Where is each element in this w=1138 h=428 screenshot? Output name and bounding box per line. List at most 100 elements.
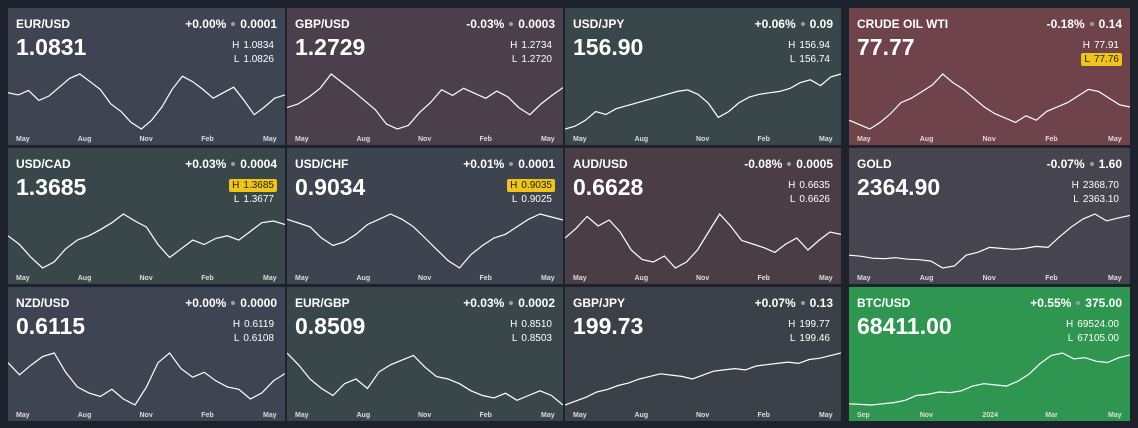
low-value: 1.3677 [243, 194, 274, 205]
change-percent: +0.06% [754, 17, 796, 31]
high-label: H [1071, 180, 1079, 191]
month-label: Aug [77, 412, 92, 419]
separator-dot [509, 301, 514, 305]
ticker-tile[interactable]: BTC/USD +0.55% 375.00 68411.00 H 69524.00 L 671… [849, 287, 1130, 421]
low-row: L 2363.10 [1070, 193, 1122, 206]
change-percent: +0.00% [185, 17, 227, 31]
high-label: H [232, 180, 240, 191]
symbol: NZD/USD [16, 296, 70, 310]
ticker-tile[interactable]: CRUDE OIL WTI -0.18% 0.14 77.77 H 77.91 L 77.76… [849, 8, 1130, 145]
high-value: 156.94 [799, 40, 830, 51]
change-value: 0.0005 [796, 157, 833, 171]
month-label: May [295, 412, 309, 419]
change: -0.08% 0.0005 [744, 157, 833, 171]
sparkline [8, 352, 285, 406]
change: +0.07% 0.13 [755, 296, 833, 310]
month-label: Aug [919, 275, 934, 282]
high-value: 0.6635 [799, 180, 830, 191]
month-label: May [1108, 275, 1122, 282]
sparkline [287, 352, 563, 406]
month-label: Feb [1045, 275, 1058, 282]
sparkline [287, 73, 563, 130]
ticker-tile[interactable]: USD/CHF +0.01% 0.0001 0.9034 H 0.9035 L 0.9025 M… [287, 148, 563, 284]
sparkline-chart [287, 352, 563, 406]
ticker-tile[interactable]: USD/JPY +0.06% 0.09 156.90 H 156.94 L 156.74 May… [565, 8, 841, 145]
sparkline [565, 213, 841, 269]
symbol: CRUDE OIL WTI [857, 17, 949, 31]
month-label: Feb [201, 412, 214, 419]
separator-dot [231, 22, 236, 26]
high-row: H 0.8510 [507, 318, 555, 331]
high-value: 0.9035 [521, 180, 552, 191]
low-label: L [1084, 54, 1090, 65]
high-row: H 199.77 [785, 318, 833, 331]
high-value: 77.91 [1093, 40, 1119, 51]
change-percent: -0.18% [1046, 17, 1085, 31]
ticker-tile[interactable]: NZD/USD +0.00% 0.0000 0.6115 H 0.6119 L 0.6108 M… [8, 287, 285, 421]
ticker-tile[interactable]: GOLD -0.07% 1.60 2364.90 H 2368.70 L 2363.10 May… [849, 148, 1130, 284]
low-row: L 1.0826 [231, 53, 277, 66]
month-label: May [295, 136, 309, 143]
month-label: Feb [479, 412, 492, 419]
sparkline-chart [849, 352, 1130, 406]
ticker-tile[interactable]: GBP/USD -0.03% 0.0003 1.2729 H 1.2734 L 1.2720 M… [287, 8, 563, 145]
price: 199.73 [573, 313, 644, 339]
low-row: L 1.2720 [509, 53, 555, 66]
high-row: H 0.6635 [785, 179, 833, 192]
low-value: 1.2720 [521, 54, 552, 65]
high-value: 199.77 [799, 319, 830, 330]
low-value: 1.0826 [243, 54, 274, 65]
change: -0.03% 0.0003 [466, 17, 555, 31]
price: 0.6628 [573, 174, 644, 200]
ticker-tile[interactable]: GBP/JPY +0.07% 0.13 199.73 H 199.77 L 199.46 May… [565, 287, 841, 421]
month-label: Aug [356, 412, 371, 419]
price: 1.2729 [295, 34, 366, 60]
month-label: May [16, 275, 30, 282]
low-row: L 0.6108 [231, 332, 277, 345]
month-label: May [573, 136, 587, 143]
high-row: H 0.6119 [230, 318, 277, 331]
separator-dot [787, 162, 792, 166]
change-value: 375.00 [1085, 296, 1122, 310]
high-value: 1.2734 [521, 40, 552, 51]
low-label: L [789, 194, 796, 205]
month-label: Feb [201, 275, 214, 282]
change-percent: +0.01% [463, 157, 505, 171]
month-label: May [1108, 412, 1122, 419]
ticker-tile[interactable]: USD/CAD +0.03% 0.0004 1.3685 H 1.3685 L 1.3677 M… [8, 148, 285, 284]
price: 2364.90 [857, 174, 941, 200]
separator-dot [1089, 162, 1094, 166]
month-label: May [16, 136, 30, 143]
price: 156.90 [573, 34, 644, 60]
high-label: H [510, 319, 518, 330]
symbol: USD/JPY [573, 17, 625, 31]
month-label: May [263, 412, 277, 419]
month-label: Mar [1045, 412, 1058, 419]
change-percent: +0.03% [463, 296, 505, 310]
high-label: H [788, 40, 796, 51]
month-label: Feb [757, 136, 770, 143]
low-row: L 77.76 [1081, 53, 1122, 66]
change-value: 0.0003 [518, 17, 555, 31]
high-label: H [510, 40, 518, 51]
change-percent: -0.08% [744, 157, 783, 171]
high-row: H 1.0834 [229, 39, 277, 52]
ticker-tile[interactable]: EUR/GBP +0.03% 0.0002 0.8509 H 0.8510 L 0.8503 M… [287, 287, 563, 421]
month-label: Nov [696, 275, 710, 282]
sparkline [8, 213, 285, 269]
sparkline-chart [287, 73, 563, 130]
low-label: L [511, 333, 518, 344]
month-label: Nov [418, 275, 432, 282]
low-row: L 0.8503 [509, 332, 555, 345]
ticker-tile[interactable]: AUD/USD -0.08% 0.0005 0.6628 H 0.6635 L 0.6626 M… [565, 148, 841, 284]
separator-dot [231, 301, 236, 305]
sparkline [565, 73, 841, 130]
ticker-tile[interactable]: EUR/USD +0.00% 0.0001 1.0831 H 1.0834 L 1.0826 M… [8, 8, 285, 145]
symbol: USD/CHF [295, 157, 349, 171]
price: 0.9034 [295, 174, 366, 200]
month-label: Nov [696, 136, 710, 143]
change-value: 0.0000 [240, 296, 277, 310]
price: 1.0831 [16, 34, 87, 60]
low-label: L [789, 333, 796, 344]
low-value: 0.6626 [799, 194, 830, 205]
